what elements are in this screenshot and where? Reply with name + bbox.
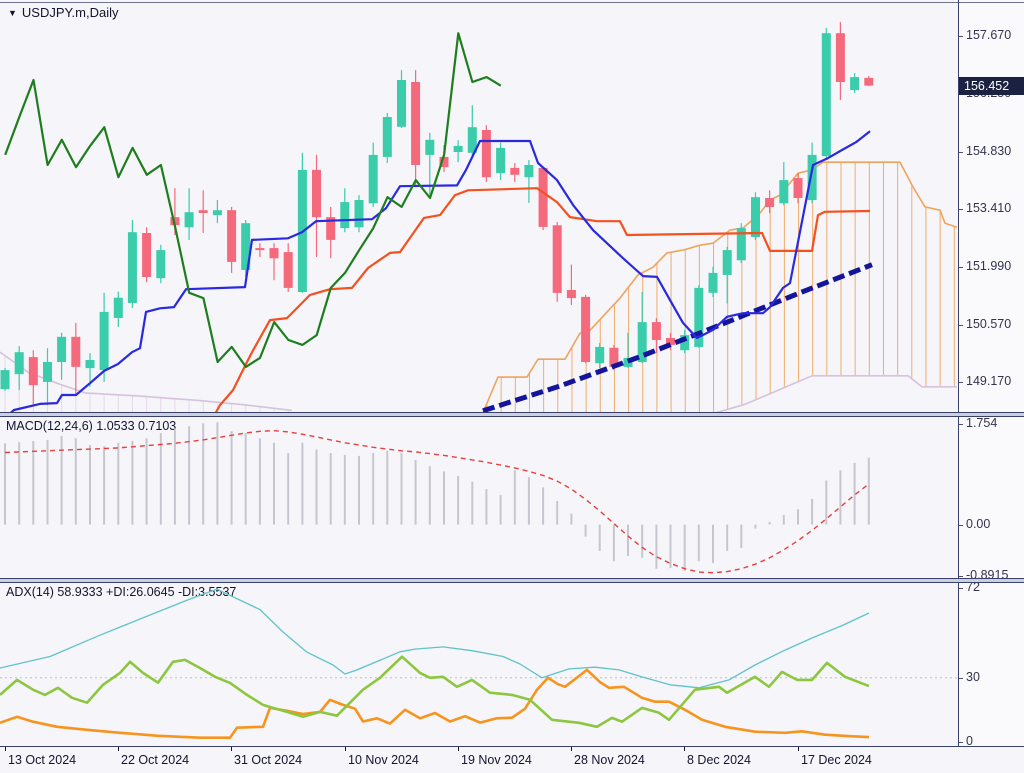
macd-histogram [4, 422, 870, 571]
price-label: 150.570 [966, 317, 1012, 331]
minus-di-line [0, 668, 870, 739]
time-tick [231, 747, 232, 751]
time-label: 28 Nov 2024 [574, 753, 645, 767]
price-label-tick [958, 382, 963, 383]
time-label: 13 Oct 2024 [8, 753, 77, 767]
time-axis[interactable]: 13 Oct 2024 22 Oct 2024 31 Oct 2024 10 Nov … [0, 747, 1024, 773]
time-axis-border [0, 746, 1024, 747]
symbol-selector[interactable]: ▼ USDJPY.m,Daily [8, 5, 118, 20]
macd-scale-label-tick [958, 424, 963, 425]
macd-label: MACD(12,24,6) 1.0533 0.7103 [6, 419, 177, 433]
adx-line [0, 588, 870, 689]
time-tick [5, 747, 6, 751]
plus-di-line [0, 655, 870, 729]
price-label-tick [958, 325, 963, 326]
macd-scale-label: 0.00 [966, 517, 991, 531]
symbol-label: USDJPY.m,Daily [21, 5, 119, 20]
top-border [0, 2, 1024, 3]
trend-line[interactable] [482, 262, 873, 413]
price-label: 153.410 [966, 201, 1012, 215]
candles [0, 22, 874, 406]
time-label: 17 Dec 2024 [801, 753, 872, 767]
time-label: 10 Nov 2024 [348, 753, 419, 767]
adx-canvas[interactable] [0, 583, 958, 746]
price-label: 151.990 [966, 259, 1012, 273]
macd-scale-label-tick [958, 525, 963, 526]
macd-scale-label-tick [958, 576, 963, 577]
price-label-tick [958, 36, 963, 37]
time-label: 19 Nov 2024 [461, 753, 532, 767]
adx-scale-label-tick [958, 678, 963, 679]
time-tick [118, 747, 119, 751]
time-tick [458, 747, 459, 751]
price-label: 157.670 [966, 28, 1012, 42]
panel-splitter-macd[interactable] [0, 412, 1024, 417]
price-label-tick [958, 267, 963, 268]
current-price-badge: 156.452 [959, 77, 1024, 95]
adx-scale-label-tick [958, 588, 963, 589]
time-label: 31 Oct 2024 [234, 753, 303, 767]
price-label: 149.170 [966, 374, 1012, 388]
time-label: 8 Dec 2024 [687, 753, 751, 767]
adx-scale-label: 30 [966, 670, 980, 684]
price-label-tick [958, 152, 963, 153]
main-chart-canvas[interactable] [0, 0, 958, 413]
panel-splitter-adx[interactable] [0, 578, 1024, 583]
price-axis[interactable] [959, 0, 1024, 747]
time-tick [684, 747, 685, 751]
macd-scale-label: 1.754 [966, 416, 998, 430]
price-label-tick [958, 209, 963, 210]
tenkan-line [214, 187, 871, 413]
time-tick [345, 747, 346, 751]
time-tick [798, 747, 799, 751]
axis-separator [958, 0, 959, 747]
adx-scale-label: 72 [966, 580, 980, 594]
adx-scale-label-tick [958, 742, 963, 743]
time-label: 22 Oct 2024 [121, 753, 190, 767]
macd-canvas[interactable] [0, 417, 958, 579]
adx-scale-label: 0 [966, 734, 973, 748]
kijun-line [8, 130, 871, 413]
adx-label: ADX(14) 58.9333 +DI:26.0645 -DI:3.5537 [6, 585, 237, 599]
chikou-line [4, 32, 502, 368]
price-label: 154.830 [966, 144, 1012, 158]
time-tick [571, 747, 572, 751]
chevron-down-icon[interactable]: ▼ [8, 7, 17, 18]
macd-signal-line [4, 429, 870, 574]
